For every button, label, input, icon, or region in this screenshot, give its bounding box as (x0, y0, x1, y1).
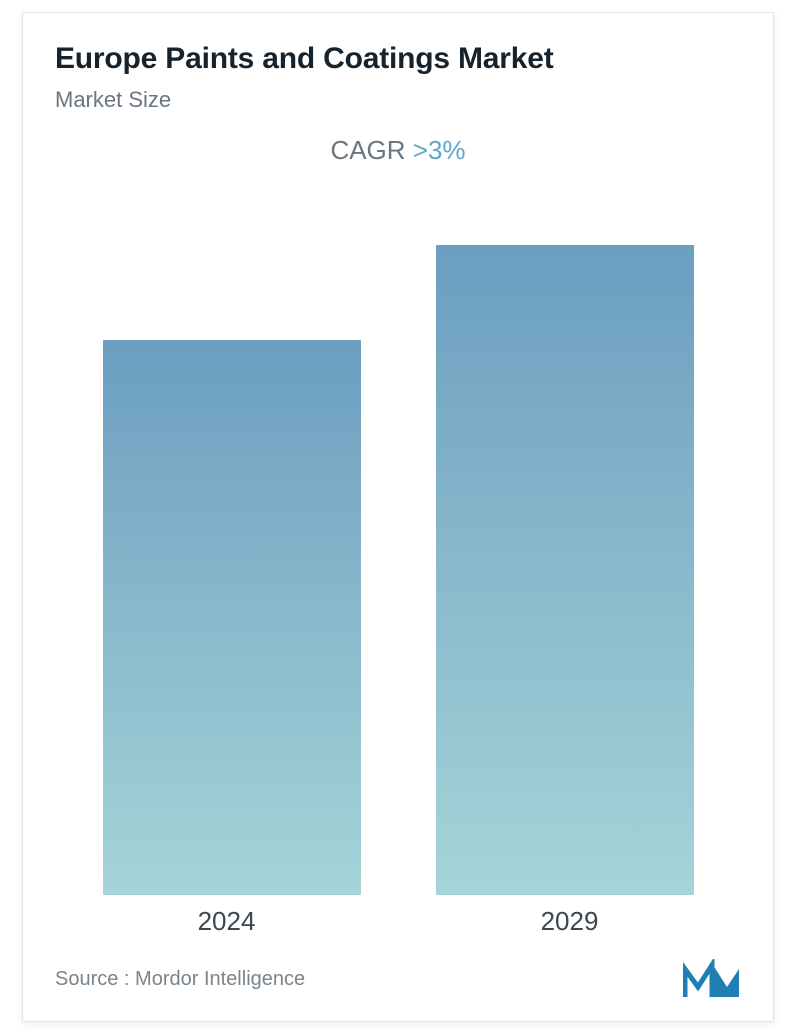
bar-wrap-0 (65, 340, 398, 895)
cagr-row: CAGR >3% (55, 135, 741, 166)
chart-subtitle: Market Size (55, 87, 741, 113)
source-text: Source : Mordor Intelligence (55, 968, 305, 991)
mordor-logo-icon (683, 959, 741, 999)
bar-2024 (103, 340, 361, 895)
cagr-value: >3% (413, 135, 466, 165)
bar-wrap-1 (398, 245, 731, 895)
bar-label-2024: 2024 (55, 906, 398, 937)
cagr-label: CAGR (330, 135, 412, 165)
bar-2029 (436, 245, 694, 895)
bar-label-2029: 2029 (398, 906, 741, 937)
bar-container (55, 205, 741, 895)
chart-title: Europe Paints and Coatings Market (55, 41, 741, 77)
chart-card: Europe Paints and Coatings Market Market… (22, 12, 774, 1022)
chart-area: 2024 2029 (55, 176, 741, 957)
card-footer: Source : Mordor Intelligence (55, 957, 741, 1001)
